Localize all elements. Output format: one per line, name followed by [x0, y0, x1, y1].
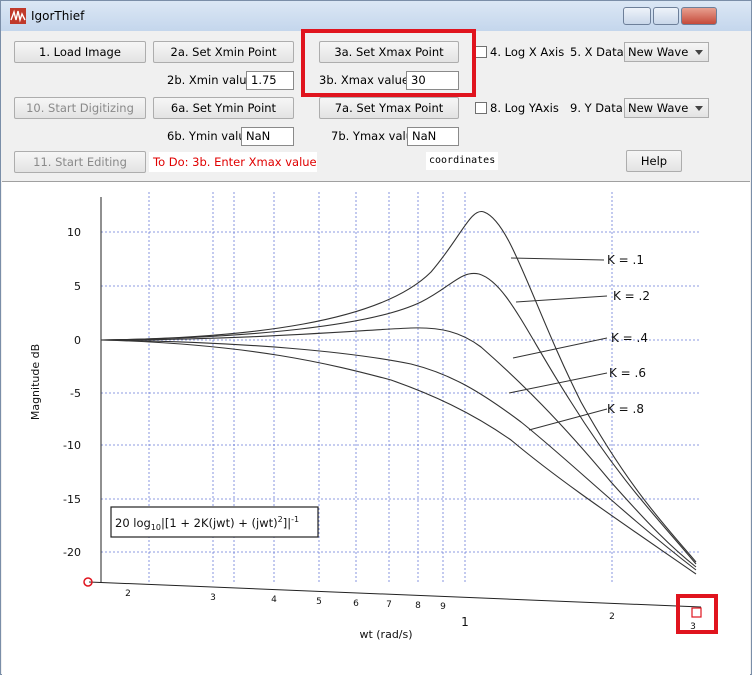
close-button[interactable]: [681, 7, 717, 25]
start-digitizing-button[interactable]: 10. Start Digitizing: [14, 97, 146, 119]
x-data-select[interactable]: New Wave: [624, 42, 709, 62]
x-tick-label: 3: [210, 593, 216, 603]
xmin-label: 2b. Xmin value:: [167, 71, 257, 89]
formula-part: ]|: [283, 516, 291, 530]
log-x-checkbox[interactable]: [475, 46, 487, 58]
image-area: 10 5 0 -5 -10 -15 -20 2 3 4 5 6 7 8 9 1 …: [2, 181, 750, 675]
minimize-button[interactable]: [623, 7, 651, 25]
formula-part: 10: [151, 523, 161, 532]
log-y-label: 8. Log YAxis: [490, 99, 559, 117]
x-tick-label: 8: [415, 601, 421, 611]
curve-labels: K = .1 K = .2 K = .4 K = .6 K = .8: [607, 253, 650, 416]
x-tick-label: 2: [125, 589, 131, 599]
x-tick-label: 2: [609, 612, 615, 622]
ymax-input[interactable]: NaN: [407, 127, 459, 146]
highlight-box: [301, 29, 476, 97]
app-icon: [10, 8, 26, 24]
help-button[interactable]: Help: [626, 150, 682, 172]
x-data-label: 5. X Data: [570, 43, 624, 61]
curve-label: K = .1: [607, 253, 644, 267]
x-tick-label: 7: [386, 600, 392, 610]
y-tick-label: -5: [70, 387, 81, 400]
y-tick-label: -10: [63, 439, 81, 452]
y-tick-label: -20: [63, 546, 81, 559]
x-tick-label: 4: [271, 595, 277, 605]
y-data-select[interactable]: New Wave: [624, 98, 709, 118]
y-tick-labels: 10 5 0 -5 -10 -15 -20: [63, 226, 81, 559]
y-tick-label: -15: [63, 493, 81, 506]
app-window: IgorThief 1. Load Image 2a. Set Xmin Poi…: [0, 0, 752, 675]
y-tick-label: 10: [67, 226, 81, 239]
curve-label: K = .4: [611, 331, 648, 345]
start-editing-button[interactable]: 11. Start Editing: [14, 151, 146, 173]
xmin-input[interactable]: 1.75: [246, 71, 294, 90]
log-y-checkbox[interactable]: [475, 102, 487, 114]
x-tick-label: 9: [440, 602, 446, 612]
y-tick-label: 0: [74, 334, 81, 347]
y-data-label: 9. Y Data: [570, 99, 623, 117]
x-axis-label: wt (rad/s): [359, 628, 412, 641]
coordinates-readout: coordinates: [426, 152, 498, 170]
formula: 20 log10|[1 + 2K(jwt) + (jwt)2]|-1: [115, 515, 299, 532]
curve-label: K = .8: [607, 402, 644, 416]
x-tick-label: 1: [461, 615, 469, 629]
y-axis-label: Magnitude dB: [29, 344, 42, 420]
formula-part: 20 log: [115, 516, 151, 530]
ymin-input[interactable]: NaN: [241, 127, 294, 146]
curve-label: K = .6: [609, 366, 646, 380]
formula-part: -1: [291, 515, 299, 524]
x-tick-label: 6: [353, 599, 359, 609]
set-xmin-button[interactable]: 2a. Set Xmin Point: [153, 41, 294, 63]
ymin-label: 6b. Ymin value: [167, 127, 253, 145]
label-arrows: [509, 258, 607, 430]
status-message: To Do: 3b. Enter Xmax value: [149, 152, 317, 172]
log-x-label: 4. Log X Axis: [490, 43, 564, 61]
digitized-image: 10 5 0 -5 -10 -15 -20 2 3 4 5 6 7 8 9 1 …: [2, 182, 750, 675]
load-image-button[interactable]: 1. Load Image: [14, 41, 146, 63]
marker-highlight: [678, 596, 716, 632]
maximize-button[interactable]: [653, 7, 679, 25]
xmax-marker: [692, 608, 701, 617]
set-ymin-button[interactable]: 6a. Set Ymin Point: [153, 97, 294, 119]
title-bar: IgorThief: [1, 1, 751, 31]
y-tick-label: 5: [74, 280, 81, 293]
x-tick-label: 5: [316, 597, 322, 607]
set-ymax-button[interactable]: 7a. Set Ymax Point: [319, 97, 459, 119]
curve-label: K = .2: [613, 289, 650, 303]
formula-part: |[1 + 2K(jwt) + (jwt): [161, 516, 278, 530]
window-title: IgorThief: [31, 9, 84, 23]
